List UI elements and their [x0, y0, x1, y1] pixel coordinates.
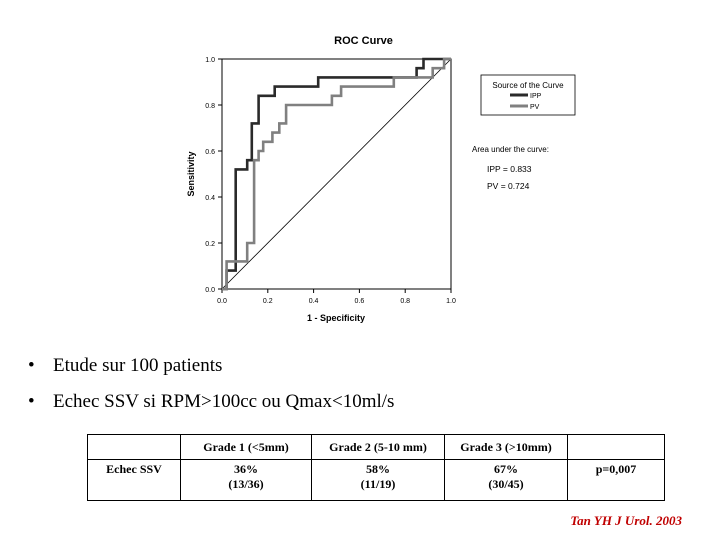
y-tick-label: 0.2 — [205, 241, 215, 248]
citation: Tan YH J Urol. 2003 — [570, 513, 682, 528]
series-line-pv — [222, 57, 451, 291]
cell-percent: 67% — [494, 462, 518, 476]
x-tick-label: 0.6 — [355, 298, 365, 305]
results-table: Grade 1 (<5mm) Grade 2 (5-10 mm) Grade 3… — [87, 434, 665, 501]
legend-label: PV — [530, 104, 540, 111]
chart-title: ROC Curve — [334, 35, 393, 47]
legend-label: IPP — [530, 93, 542, 100]
table-header-cell: Grade 2 (5-10 mm) — [311, 434, 445, 460]
y-axis-label: Sensitivity — [186, 151, 196, 196]
legend-title: Source of the Curve — [492, 81, 564, 90]
bullet-text: Echec SSV si RPM>100cc ou Qmax<10ml/s — [53, 391, 395, 412]
auc-value: IPP = 0.833 — [487, 164, 532, 174]
x-tick-label: 0.8 — [400, 298, 410, 305]
bullet-item: • Etude sur 100 patients — [28, 352, 394, 388]
table-row: Echec SSV 36% (13/36) 58% (11/19) 67% (30/4… — [87, 459, 665, 501]
cell-fraction: (11/19) — [360, 477, 396, 491]
p-value-cell: p=0,007 — [567, 459, 665, 501]
plot-frame — [221, 58, 452, 290]
auc-value: PV = 0.724 — [487, 181, 530, 191]
x-tick-label: 0.2 — [263, 298, 273, 305]
cell-percent: 36% — [234, 462, 258, 476]
table-header-cell — [567, 434, 665, 460]
bullet-text: Etude sur 100 patients — [53, 355, 223, 376]
bullet-marker: • — [28, 355, 35, 376]
y-tick-label: 0.8 — [205, 103, 215, 110]
reference-diagonal — [221, 58, 452, 290]
cell-percent: 58% — [366, 462, 390, 476]
cell-fraction: (13/36) — [228, 477, 264, 491]
auc-title: Area under the curve: — [472, 145, 549, 154]
table-cell: 36% (13/36) — [180, 459, 312, 501]
y-tick-label: 0.6 — [205, 149, 215, 156]
table-cell: 58% (11/19) — [311, 459, 445, 501]
series-line-ipp — [222, 57, 451, 291]
bullet-item: • Echec SSV si RPM>100cc ou Qmax<10ml/s — [28, 388, 394, 424]
x-axis-label: 1 - Specificity — [307, 313, 365, 323]
y-tick-label: 1.0 — [205, 57, 215, 64]
y-tick-label: 0.0 — [205, 287, 215, 294]
x-tick-label: 0.0 — [217, 298, 227, 305]
bullet-marker: • — [28, 391, 35, 412]
table-cell: 67% (30/45) — [444, 459, 568, 501]
x-tick-label: 1.0 — [446, 298, 456, 305]
table-header-cell — [87, 434, 181, 460]
table-header-cell: Grade 1 (<5mm) — [180, 434, 312, 460]
x-tick-label: 0.4 — [309, 298, 319, 305]
cell-fraction: (30/45) — [488, 477, 524, 491]
roc-chart: ROC Curve 0.0 0.2 0.4 0.6 0.8 1.0 0.0 0.2 0.4 0.6 0… — [186, 35, 576, 323]
row-label: Echec SSV — [87, 459, 181, 501]
y-tick-label: 0.4 — [205, 195, 215, 202]
table-header-cell: Grade 3 (>10mm) — [444, 434, 568, 460]
table-header-row: Grade 1 (<5mm) Grade 2 (5-10 mm) Grade 3… — [87, 434, 665, 460]
bullet-list: • Etude sur 100 patients • Echec SSV si RP… — [28, 352, 394, 424]
